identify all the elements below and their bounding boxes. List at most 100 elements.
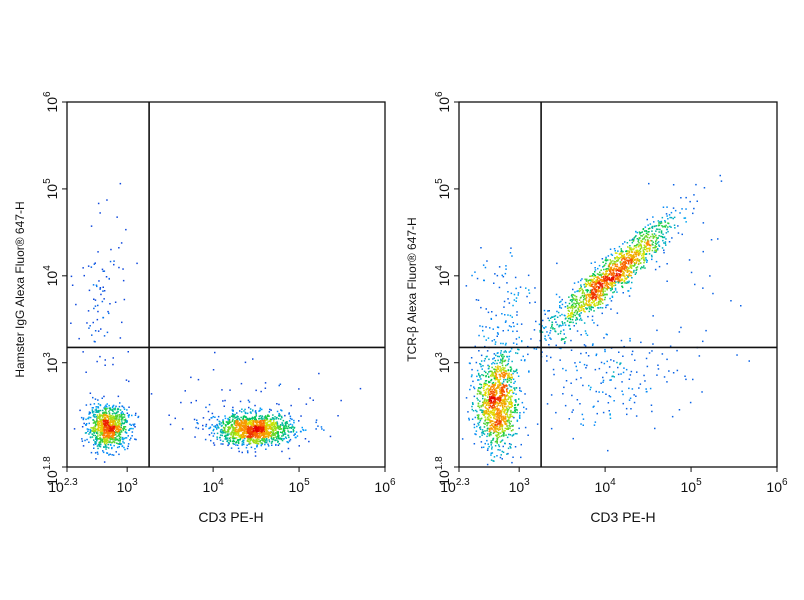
event-dot — [502, 405, 504, 407]
event-dot — [626, 413, 628, 416]
event-dot — [496, 397, 498, 399]
event-dot — [97, 453, 99, 455]
event-dot — [590, 307, 592, 309]
event-dot — [255, 428, 258, 430]
event-dot — [245, 424, 247, 426]
event-dot — [597, 287, 600, 289]
event-dot — [233, 443, 235, 445]
event-dot — [492, 384, 495, 386]
event-dot — [573, 282, 576, 284]
event-dot — [117, 411, 119, 413]
event-dot — [504, 395, 507, 398]
event-dot — [647, 228, 650, 230]
event-dot — [593, 294, 595, 296]
event-dot — [129, 428, 131, 430]
event-dot — [587, 289, 590, 292]
event-dot — [504, 344, 507, 346]
event-dot — [487, 387, 489, 390]
event-dot — [584, 294, 586, 296]
event-dot — [283, 426, 285, 428]
event-dot — [212, 369, 215, 371]
event-dot — [235, 420, 237, 423]
event-dot — [282, 429, 285, 432]
event-dot — [97, 407, 100, 409]
event-dot — [570, 349, 573, 351]
event-dot — [592, 291, 595, 293]
event-dot — [257, 420, 259, 422]
event-dot — [553, 373, 555, 376]
event-dot — [580, 279, 582, 282]
event-dot — [623, 272, 625, 274]
event-dot — [118, 420, 121, 423]
event-dot — [628, 272, 631, 275]
event-dot — [260, 434, 263, 437]
event-dot — [121, 417, 124, 420]
event-dot — [599, 290, 602, 292]
event-dot — [501, 364, 504, 367]
event-dot — [515, 393, 517, 395]
event-dot — [257, 437, 259, 439]
event-dot — [95, 441, 97, 443]
event-dot — [221, 389, 223, 391]
event-dot — [468, 419, 470, 421]
event-dot — [503, 351, 505, 353]
event-dot — [598, 286, 601, 289]
event-dot — [606, 360, 608, 363]
event-dot — [492, 388, 495, 390]
event-dot — [638, 250, 641, 252]
event-dot — [505, 419, 508, 422]
event-dot — [502, 371, 505, 374]
event-dot — [628, 247, 631, 249]
event-dot — [240, 420, 243, 422]
event-dot — [521, 401, 524, 404]
event-dot — [500, 423, 502, 425]
event-dot — [240, 411, 243, 413]
event-dot — [494, 425, 496, 427]
event-dot — [238, 423, 240, 426]
event-dot — [119, 337, 122, 339]
event-dot — [94, 423, 97, 426]
event-dot — [109, 431, 111, 434]
event-dot — [652, 241, 654, 243]
event-dot — [482, 430, 484, 433]
event-dot — [549, 317, 552, 319]
event-dot — [100, 414, 102, 416]
event-dot — [536, 423, 539, 425]
event-dot — [600, 288, 603, 290]
event-dot — [498, 381, 500, 383]
event-dot — [252, 427, 254, 430]
event-dot — [612, 277, 615, 279]
event-dot — [614, 252, 617, 254]
event-dot — [485, 380, 488, 382]
event-dot — [241, 437, 243, 439]
event-dot — [641, 231, 643, 233]
event-dot — [249, 429, 251, 432]
event-dot — [193, 418, 196, 421]
event-dot — [490, 440, 493, 442]
event-dot — [578, 299, 581, 301]
event-dot — [107, 426, 109, 429]
event-dot — [105, 431, 107, 433]
event-dot — [604, 259, 607, 262]
event-dot — [234, 431, 236, 433]
event-dot — [483, 401, 485, 403]
event-dot — [577, 308, 580, 311]
event-dot — [579, 317, 582, 320]
event-dot — [632, 255, 634, 258]
event-dot — [96, 451, 99, 453]
event-dot — [496, 440, 498, 442]
event-dot — [224, 415, 226, 417]
event-dot — [111, 429, 113, 431]
event-dot — [569, 299, 572, 302]
event-dot — [641, 253, 644, 255]
event-dot — [118, 247, 120, 249]
event-dot — [318, 372, 320, 375]
event-dot — [622, 250, 624, 253]
event-dot — [643, 265, 645, 267]
event-dot — [501, 395, 503, 397]
event-dot — [628, 378, 631, 380]
event-dot — [562, 367, 564, 370]
event-dot — [483, 413, 486, 415]
event-dot — [258, 428, 261, 431]
event-dot — [609, 396, 612, 398]
